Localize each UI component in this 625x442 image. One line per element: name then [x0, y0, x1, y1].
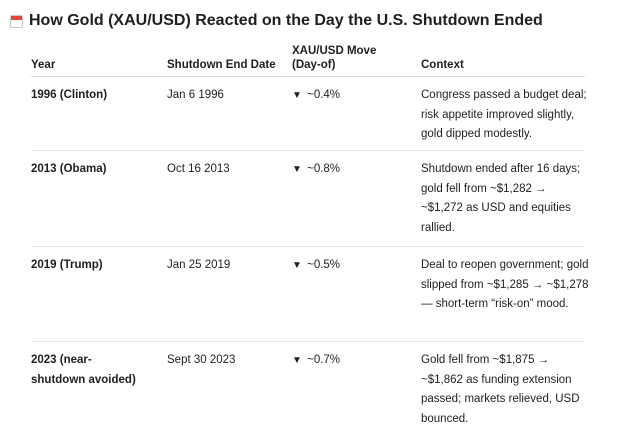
cell-move-value: ~0.5%: [307, 259, 341, 271]
cell-move: ▼ ~0.5%: [292, 256, 412, 276]
page-title-text: How Gold (XAU/USD) Reacted on the Day th…: [29, 12, 543, 29]
cell-year: 2023 (near-shutdown avoided): [31, 354, 136, 386]
cell-context: Shutdown ended after 16 days; gold fell …: [421, 163, 581, 234]
cell-year: 2019 (Trump): [31, 259, 103, 271]
cell-context: Gold fell from ~$1,875 → ~$1,862 as fund…: [421, 354, 580, 425]
table-row: 2013 (Obama) Oct 16 2013 ▼ ~0.8% Shutdow…: [31, 151, 585, 247]
down-triangle-icon: ▼: [292, 164, 302, 175]
cell-date: Jan 25 2019: [167, 259, 231, 271]
cell-move-value: ~0.4%: [307, 89, 341, 101]
cell-move-value: ~0.8%: [307, 163, 341, 175]
down-triangle-icon: ▼: [292, 90, 302, 101]
cell-date: Oct 16 2013: [167, 163, 230, 175]
col-header-context: Context: [421, 59, 464, 71]
col-header-move-line2: (Day-of): [292, 59, 336, 71]
cell-context: Congress passed a budget deal; risk appe…: [421, 89, 587, 140]
cell-move: ▼ ~0.7%: [292, 351, 412, 371]
cell-move-value: ~0.7%: [307, 354, 341, 366]
cell-year: 1996 (Clinton): [31, 89, 108, 101]
col-header-move: XAU/USD Move (Day-of): [292, 44, 376, 72]
table-row: 2019 (Trump) Jan 25 2019 ▼ ~0.5% Deal to…: [31, 247, 589, 342]
page-title: How Gold (XAU/USD) Reacted on the Day th…: [10, 12, 543, 30]
table-row: 1996 (Clinton) Jan 6 1996 ▼ ~0.4% Congre…: [31, 77, 587, 151]
col-header-move-line1: XAU/USD Move: [292, 45, 377, 57]
table-row: 2023 (near-shutdown avoided) Sept 30 202…: [31, 342, 585, 437]
down-triangle-icon: ▼: [292, 355, 302, 366]
cell-year: 2013 (Obama): [31, 163, 107, 175]
cell-date: Sept 30 2023: [167, 354, 236, 366]
col-header-date: Shutdown End Date: [167, 59, 276, 71]
cell-date: Jan 6 1996: [167, 89, 224, 101]
calendar-icon: [10, 14, 23, 28]
data-table: Year Shutdown End Date XAU/USD Move (Day…: [31, 40, 589, 437]
table-header: Year Shutdown End Date XAU/USD Move (Day…: [31, 40, 585, 77]
col-header-year: Year: [31, 59, 56, 71]
cell-move: ▼ ~0.8%: [292, 160, 412, 180]
down-triangle-icon: ▼: [292, 260, 302, 271]
cell-move: ▼ ~0.4%: [292, 86, 412, 106]
cell-context: Deal to reopen government; gold slipped …: [421, 259, 589, 310]
